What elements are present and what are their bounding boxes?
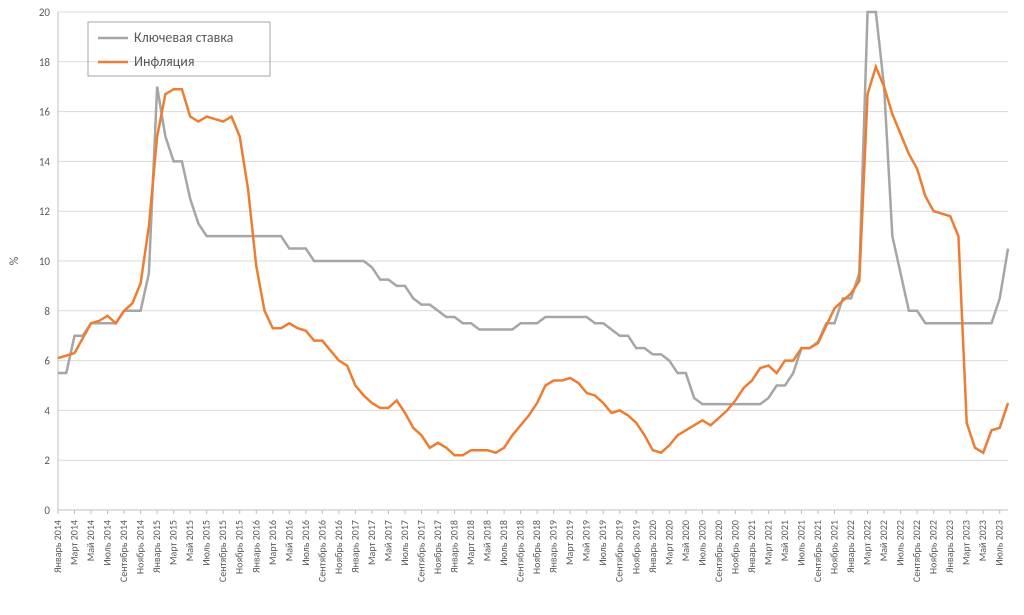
x-tick-label: Июль 2019	[596, 520, 609, 566]
x-tick-label: Сентябрь 2018	[514, 520, 527, 582]
y-tick-label: 12	[39, 205, 51, 218]
x-tick-label: Ноябрь 2016	[332, 520, 345, 574]
x-tick-label: Сентябрь 2016	[315, 520, 328, 582]
x-tick-label: Май 2018	[481, 520, 494, 561]
x-tick-label: Май 2023	[976, 520, 989, 561]
x-tick-label: Ноябрь 2021	[828, 520, 841, 574]
x-tick-label: Июль 2020	[695, 520, 708, 566]
x-tick-label: Сентябрь 2015	[216, 520, 229, 582]
x-tick-label: Ноябрь 2014	[134, 520, 147, 574]
x-tick-label: Ноябрь 2019	[629, 520, 642, 574]
legend-label: Инфляция	[134, 53, 195, 70]
x-tick-label: Январь 2022	[844, 520, 857, 573]
x-tick-label: Январь 2017	[348, 520, 361, 573]
x-tick-label: Январь 2023	[943, 520, 956, 573]
x-tick-label: Сентябрь 2017	[414, 520, 427, 582]
x-tick-label: Март 2019	[563, 520, 576, 565]
y-tick-label: 20	[39, 6, 51, 19]
x-tick-label: Март 2020	[662, 520, 675, 565]
x-tick-label: Июль 2016	[299, 520, 312, 566]
y-axis-title: %	[8, 256, 22, 265]
y-tick-label: 14	[39, 155, 51, 168]
x-tick-label: Январь 2015	[150, 520, 163, 573]
x-tick-label: Май 2016	[282, 520, 295, 561]
x-tick-label: Июль 2021	[794, 520, 807, 566]
x-tick-label: Май 2015	[183, 520, 196, 561]
x-tick-label: Ноябрь 2022	[927, 520, 940, 574]
x-tick-label: Май 2022	[877, 520, 890, 561]
x-tick-label: Сентябрь 2020	[712, 520, 725, 582]
y-tick-label: 16	[39, 106, 51, 119]
x-tick-label: Январь 2019	[547, 520, 560, 573]
x-tick-label: Сентябрь 2019	[613, 520, 626, 582]
x-tick-label: Май 2020	[679, 520, 692, 561]
x-tick-label: Март 2022	[861, 520, 874, 565]
x-tick-label: Март 2014	[68, 520, 81, 565]
x-tick-label: Ноябрь 2020	[728, 520, 741, 574]
x-tick-label: Май 2017	[381, 520, 394, 561]
x-tick-label: Март 2018	[464, 520, 477, 565]
x-tick-label: Ноябрь 2015	[233, 520, 246, 574]
x-tick-label: Март 2017	[365, 520, 378, 565]
line-chart: 02468101214161820%Январь 2014Март 2014Ма…	[0, 0, 1024, 615]
y-tick-label: 10	[39, 255, 51, 268]
y-tick-label: 6	[44, 355, 50, 368]
x-tick-label: Ноябрь 2018	[530, 520, 543, 574]
x-tick-label: Июль 2023	[993, 520, 1006, 566]
legend-label: Ключевая ставка	[134, 29, 233, 46]
y-tick-label: 0	[44, 504, 50, 517]
x-tick-label: Январь 2014	[51, 520, 64, 573]
x-tick-label: Январь 2021	[745, 520, 758, 573]
x-tick-label: Март 2015	[167, 520, 180, 565]
x-tick-label: Сентябрь 2014	[117, 520, 130, 582]
x-tick-label: Март 2016	[266, 520, 279, 565]
y-tick-label: 8	[44, 305, 50, 318]
x-tick-label: Июль 2015	[200, 520, 213, 566]
x-tick-label: Январь 2018	[448, 520, 461, 573]
x-tick-label: Июль 2018	[497, 520, 510, 566]
x-tick-label: Май 2021	[778, 520, 791, 561]
x-tick-label: Сентябрь 2022	[910, 520, 923, 582]
x-tick-label: Июль 2014	[101, 520, 114, 566]
x-tick-label: Июль 2017	[398, 520, 411, 566]
x-tick-label: Январь 2016	[249, 520, 262, 573]
x-tick-label: Сентябрь 2021	[811, 520, 824, 582]
y-tick-label: 2	[44, 454, 50, 467]
x-tick-label: Май 2014	[84, 520, 97, 561]
x-tick-label: Март 2021	[761, 520, 774, 565]
y-tick-label: 18	[39, 56, 51, 69]
y-tick-label: 4	[44, 404, 50, 417]
x-tick-label: Январь 2020	[646, 520, 659, 573]
x-tick-label: Март 2023	[960, 520, 973, 565]
x-tick-label: Июль 2022	[894, 520, 907, 566]
x-tick-label: Ноябрь 2017	[431, 520, 444, 574]
x-tick-label: Май 2019	[580, 520, 593, 561]
